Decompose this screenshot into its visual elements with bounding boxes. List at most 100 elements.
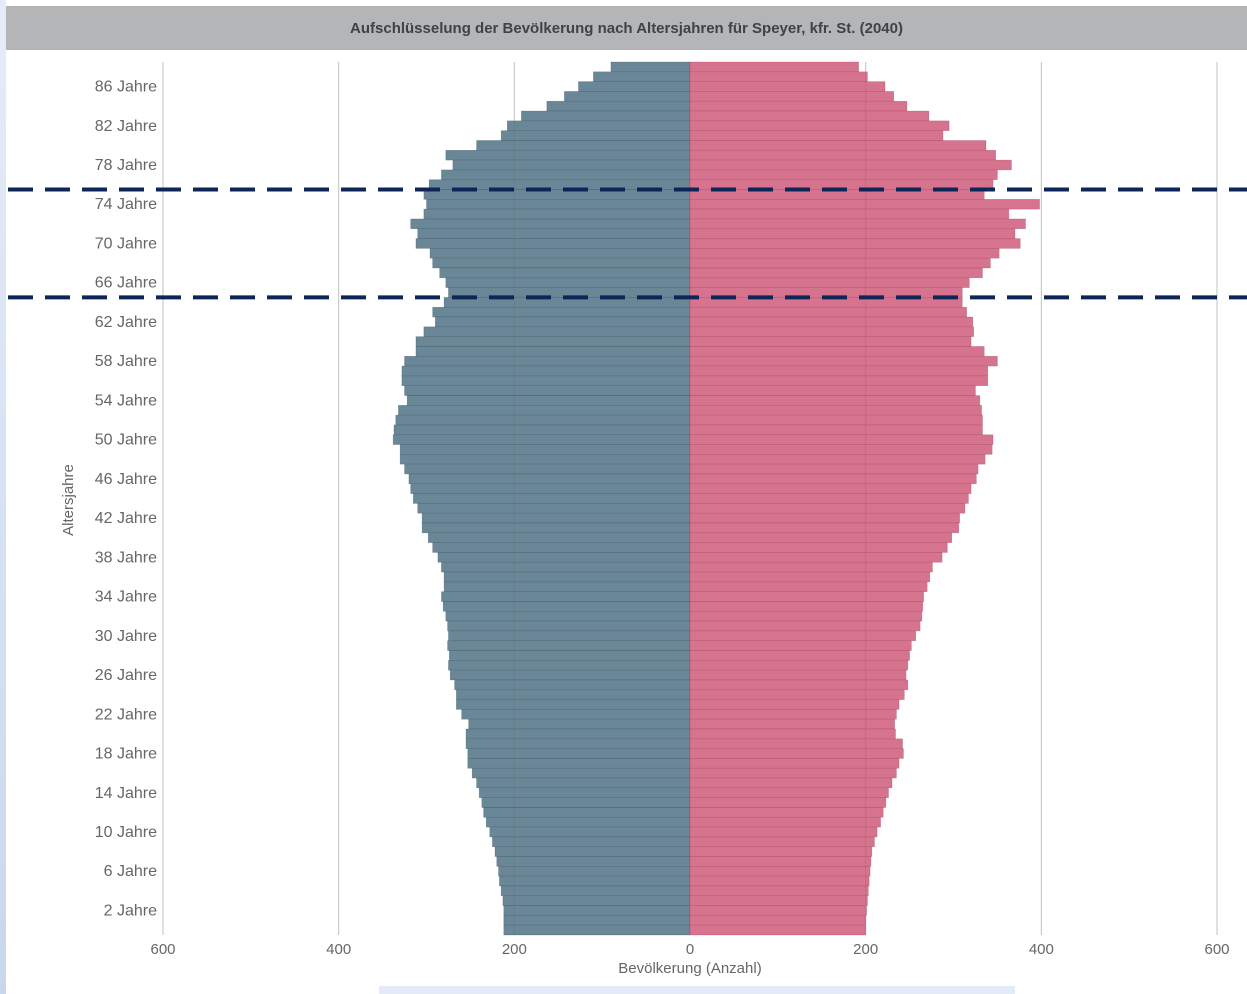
y-tick-label: 50 Jahre — [95, 432, 157, 449]
bar-right — [689, 346, 985, 357]
bar-right — [689, 522, 960, 534]
bar-left — [485, 816, 691, 828]
bar-right — [689, 660, 909, 671]
bar-left — [415, 238, 691, 249]
bar-left — [507, 120, 691, 131]
bar-left — [410, 218, 691, 230]
y-tick-label: 26 Jahre — [95, 667, 157, 684]
bar-left — [503, 915, 691, 926]
bar-left — [498, 866, 691, 877]
bar-left — [465, 738, 691, 749]
bar-left — [503, 924, 691, 936]
bar-left — [503, 905, 691, 916]
bar-right — [689, 601, 924, 612]
x-tick-label: 400 — [1029, 941, 1054, 958]
bar-left — [421, 512, 691, 524]
bar-right — [689, 395, 981, 406]
bar-right — [689, 542, 948, 553]
bar-left — [476, 140, 691, 151]
bars-left-series — [392, 61, 691, 936]
bar-right — [689, 503, 966, 514]
bar-right — [689, 915, 866, 926]
bar-right — [689, 532, 953, 543]
bar-right — [689, 816, 881, 828]
bar-left — [478, 787, 691, 798]
x-tick-label: 400 — [326, 941, 351, 958]
x-tick-label: 0 — [686, 941, 694, 958]
bar-right — [689, 875, 870, 887]
bar-left — [404, 463, 691, 475]
bar-left — [439, 267, 691, 279]
bar-right — [689, 885, 869, 897]
bar-right — [689, 591, 924, 602]
bar-right — [689, 316, 974, 328]
bar-right — [689, 61, 859, 73]
bar-right — [689, 355, 998, 367]
bar-right — [689, 228, 1016, 239]
bars-right-series — [689, 61, 1040, 936]
bar-right — [689, 699, 900, 710]
bar-right — [689, 306, 967, 318]
bar-left — [443, 571, 691, 583]
y-tick-label: 2 Jahre — [104, 902, 157, 919]
bar-left — [492, 836, 691, 848]
bar-right — [689, 552, 943, 563]
bar-left — [441, 169, 691, 181]
bottom-strip — [379, 986, 1015, 994]
y-tick-label: 38 Jahre — [95, 549, 157, 566]
bar-left — [564, 91, 691, 102]
bar-right — [689, 748, 904, 759]
bar-left — [452, 159, 691, 171]
bar-left — [398, 405, 691, 416]
y-tick-label: 46 Jahre — [95, 471, 157, 488]
bar-left — [423, 326, 691, 337]
bar-right — [689, 709, 897, 720]
bar-right — [689, 738, 903, 749]
bar-right — [689, 91, 895, 102]
bar-right — [689, 277, 970, 288]
bar-right — [689, 444, 993, 455]
bar-right — [689, 512, 960, 524]
bar-left — [399, 454, 691, 465]
bar-left — [499, 875, 691, 887]
bar-right — [689, 561, 933, 573]
bar-left — [476, 777, 691, 789]
bar-right — [689, 208, 1010, 220]
bar-left — [467, 748, 691, 759]
bar-right — [689, 414, 983, 426]
bar-right — [689, 238, 1021, 249]
bar-right — [689, 463, 979, 475]
bar-left — [445, 611, 691, 622]
bar-right — [689, 149, 996, 161]
bar-left — [496, 856, 691, 867]
bar-right — [689, 454, 986, 465]
bar-left — [408, 473, 691, 485]
bar-right — [689, 140, 987, 151]
y-tick-label: 62 Jahre — [95, 314, 157, 331]
x-tick-label: 600 — [1204, 941, 1229, 958]
bar-right — [689, 71, 868, 82]
bar-right — [689, 130, 944, 141]
bar-left — [447, 620, 691, 632]
bar-left — [445, 277, 691, 288]
x-axis-label: Bevölkerung (Anzahl) — [618, 960, 761, 977]
bar-left — [456, 689, 691, 700]
bar-right — [689, 728, 896, 740]
bar-left — [417, 228, 691, 239]
bar-right — [689, 905, 867, 916]
bar-left — [441, 591, 691, 602]
y-tick-labels: 86 Jahre 82 Jahre 78 Jahre 74 Jahre 70 Jahre… — [95, 79, 157, 920]
bar-left — [401, 375, 691, 386]
bar-left — [401, 365, 691, 377]
bar-left — [449, 650, 691, 661]
bar-left — [432, 306, 691, 318]
y-tick-label: 42 Jahre — [95, 510, 157, 527]
bar-left — [417, 503, 691, 514]
bar-left — [395, 414, 691, 426]
bar-right — [689, 248, 1000, 259]
y-tick-label: 54 Jahre — [95, 392, 157, 409]
bar-left — [434, 316, 691, 328]
bar-right — [689, 483, 972, 494]
bar-left — [502, 895, 691, 906]
annotation-lines — [8, 187, 1247, 300]
